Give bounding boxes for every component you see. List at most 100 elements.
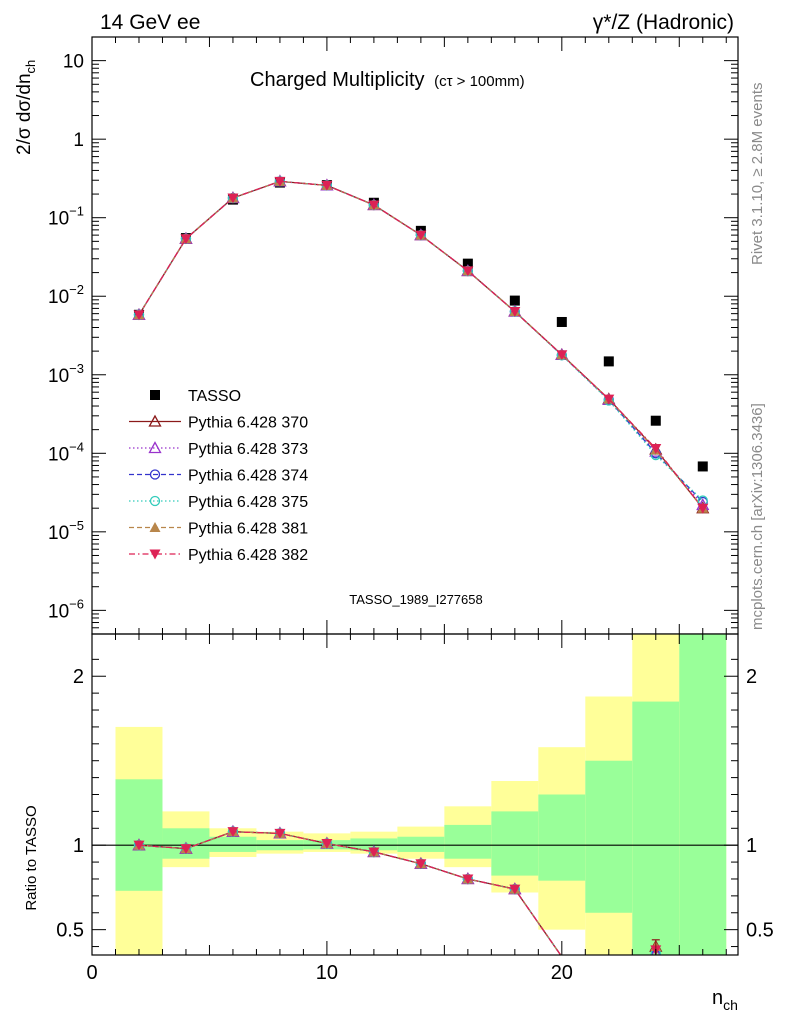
x-axis-label: nch [712,987,738,1013]
ratio-point [509,884,521,895]
data-point [274,176,286,187]
x-axis-label-text: n [712,987,723,1009]
ratio-band-inner [679,634,727,955]
mcplots-credit-text: mcplots.cern.ch [arXiv:1306.3436] [749,403,766,630]
main-title-text: Charged Multiplicity [250,69,425,91]
ratio-band-inner [115,779,163,891]
main-title-note: (cτ > 100mm) [434,73,525,90]
ratio-band-inner [350,838,398,851]
series-pythia-6-428-382 [133,176,709,514]
data-point [227,193,239,204]
data-point [415,230,427,241]
main-plot: 10−6 10−5 10−4 10−3 10−2 10−1 1 10 [48,36,739,635]
data-point [462,266,474,277]
data-point [697,503,709,514]
ratio-point [651,946,661,955]
ratio-point [274,828,286,839]
ratio-band-inner [632,701,680,955]
x-tick-label: 0 [86,962,97,984]
ratio-point [180,844,192,855]
ratio-band-inner [444,824,492,859]
legend-marker [149,495,161,507]
legend-label: TASSO [188,388,241,405]
main-ylabel-text: 2/σ dσ/dn [14,73,35,155]
data-point [697,461,708,472]
ratio-plot: 0 10 20 0.5 0.5 1 1 2 2 [56,37,774,984]
ratio-y-tick-label: 1 [73,835,84,857]
data-point [603,356,614,367]
ratio-point [227,827,239,838]
ratio-band-inner [209,836,257,852]
legend-entry: TASSO [150,388,241,405]
legend-entry: Pythia 6.428 374 [129,468,308,485]
legend-label: Pythia 6.428 373 [188,441,308,458]
legend-entry: Pythia 6.428 375 [129,494,308,511]
ratio-point [368,847,380,858]
header-process: γ*/Z (Hadronic) [593,11,734,34]
data-point [603,394,615,405]
ratio-band-inner [538,794,586,881]
data-point [509,306,521,317]
ratio-y-tick-label-right: 1 [746,835,757,857]
main-y-tick-label: 10−2 [48,282,84,308]
main-title: Charged Multiplicity (cτ > 100mm) [250,69,525,91]
data-point [462,258,473,269]
ratio-point [462,874,474,885]
legend-label: Pythia 6.428 374 [188,468,308,485]
data-point [650,415,661,426]
legend-entry: Pythia 6.428 373 [129,441,308,458]
x-tick-label: 20 [551,962,573,984]
ratio-ylabel: Ratio to TASSO [23,805,40,910]
main-y-tick-label: 10 [63,52,84,73]
legend-marker [148,414,162,427]
main-ylabel: 2/σ dσ/dnch [14,60,38,155]
analysis-watermark: TASSO_1989_I277658 [349,592,482,607]
ratio-band-inner [397,836,445,852]
legend-label: Pythia 6.428 370 [188,415,308,432]
main-y-tick-label: 10−6 [48,596,84,622]
legend-label: Pythia 6.428 375 [188,494,308,511]
header-energy: 14 GeV ee [100,11,200,34]
data-point [180,234,192,245]
main-y-tick-label: 10−4 [48,439,84,465]
ratio-point [133,840,145,851]
main-y-tick-label: 10−5 [48,518,84,544]
ratio-series [132,824,663,955]
data-point [509,295,520,306]
data-point [650,444,662,455]
legend-entry: Pythia 6.428 381 [129,521,308,538]
legend-marker [148,441,162,454]
ratio-y-tick-label: 0.5 [56,920,84,942]
data-point [133,310,145,321]
legend-label: Pythia 6.428 381 [188,521,308,538]
main-y-tick-label: 10−3 [48,361,84,387]
legend-entry: Pythia 6.428 370 [129,415,308,432]
legend-marker [149,469,161,480]
data-point [368,200,380,211]
ratio-band-inner [585,760,633,913]
ratio-y-tick-label-right: 2 [746,666,757,688]
legend-label: Pythia 6.428 382 [188,547,308,564]
ratio-band-inner [491,811,539,876]
legend-marker [150,390,160,400]
legend-marker [149,549,161,560]
ratio-point [415,859,427,870]
x-tick-label: 10 [316,962,338,984]
ratio-series-pythia-6-428-382 [133,827,662,955]
legend-entry: Pythia 6.428 382 [129,547,308,564]
legend: TASSO Pythia 6.428 370 Pythia 6.428 373 Pyt… [129,388,308,564]
data-point [556,316,567,327]
legend-marker [149,522,161,532]
main-y-tick-label: 1 [73,130,84,151]
data-point [321,180,333,191]
ratio-y-tick-label-right: 0.5 [746,920,774,942]
x-axis-label-sub: ch [723,997,738,1013]
rivet-version-text: Rivet 3.1.10, ≥ 2.8M events [749,83,766,266]
main-y-tick-label: 10−1 [48,204,84,230]
ratio-point [321,838,333,849]
ratio-line [138,831,562,955]
main-ylabel-sub: ch [23,60,38,74]
ratio-y-tick-label: 2 [73,666,84,688]
data-point [556,350,568,361]
